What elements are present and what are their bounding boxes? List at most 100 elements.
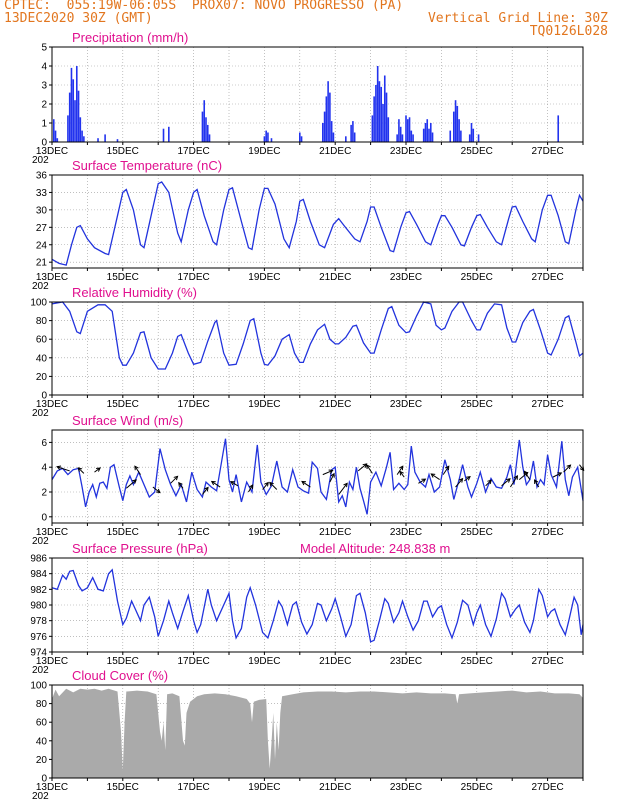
wind-vector: [455, 477, 464, 488]
wind-vector: [338, 482, 348, 495]
precip-bar: [267, 132, 269, 142]
x-tick-label: 17DEC: [177, 399, 209, 410]
x-tick-label: 17DEC: [177, 527, 209, 538]
precip-bar: [206, 124, 209, 142]
y-tick-label: 21: [36, 258, 48, 269]
precip-bar: [67, 115, 69, 142]
precip-bar: [454, 100, 457, 142]
precip-bar: [74, 100, 76, 142]
y-tick-label: 980: [30, 601, 47, 612]
y-tick-label: 60: [36, 718, 48, 729]
panel-temp: 21 24 27 30 33 36 13DEC 15DEC 17DEC 19DEC 21DEC 23D…: [32, 158, 584, 292]
x-tick-label: 19DEC: [248, 146, 280, 157]
title-backdrop: [70, 415, 188, 428]
precip-bar: [468, 134, 471, 142]
x-tick-label: 25DEC: [461, 146, 493, 157]
x-tick-label: 23DEC: [390, 656, 422, 667]
precip-bar: [458, 119, 460, 142]
precip-bar: [449, 130, 452, 142]
y-tick-label: 5: [41, 43, 47, 54]
wind-vector: [552, 472, 563, 478]
panel-title-pres: Surface Pressure (hPa): [72, 541, 208, 556]
x-tick-label: 21DEC: [319, 527, 351, 538]
cloud-cover-area: [52, 688, 583, 778]
x-tick-label: 19DEC: [248, 399, 280, 410]
y-tick-label: 984: [30, 569, 47, 580]
y-tick-label: 0: [41, 391, 47, 402]
precip-bar: [116, 139, 119, 142]
wind-vector: [134, 465, 141, 475]
x-tick-label: 15DEC: [107, 399, 139, 410]
precip-bar: [162, 128, 165, 142]
x-tick-label: 19DEC: [248, 527, 280, 538]
x-year-label: 202: [32, 791, 49, 800]
precip-bar: [168, 126, 170, 142]
precip-bar: [375, 85, 377, 142]
plot-frame: [51, 46, 584, 143]
y-tick-label: 27: [36, 223, 48, 234]
x-tick-label: 21DEC: [319, 399, 351, 410]
precip-bar: [97, 138, 99, 142]
x-tick-label: 27DEC: [531, 399, 563, 410]
wind-vector: [464, 476, 471, 482]
title-backdrop: [70, 543, 212, 556]
wind-vector: [248, 484, 254, 493]
x-tick-label: 19DEC: [248, 272, 280, 283]
precip-bar: [332, 132, 335, 142]
y-tick-label: 986: [30, 554, 47, 565]
precip-bar: [263, 136, 266, 142]
precip-bar: [424, 123, 427, 142]
precip-bar: [380, 86, 383, 142]
plot-frame: [51, 429, 584, 524]
precip-bar: [203, 100, 206, 142]
wind-vector: [442, 465, 450, 475]
wind-vector: [170, 475, 179, 484]
x-tick-label: 23DEC: [390, 272, 422, 283]
y-tick-label: 4: [41, 463, 47, 474]
x-tick-label: 17DEC: [177, 272, 209, 283]
y-tick-label: 1: [41, 119, 47, 130]
panel-title-wind: Surface Wind (m/s): [72, 413, 183, 428]
precip-bar: [452, 111, 455, 142]
wind-vector: [152, 486, 161, 494]
wind-vector: [357, 463, 368, 472]
precip-bar: [412, 134, 414, 142]
wind-vector: [485, 479, 492, 487]
x-tick-label: 23DEC: [390, 146, 422, 157]
precip-bar: [75, 66, 78, 142]
x-tick-label: 25DEC: [461, 782, 493, 793]
title-backdrop: [70, 160, 227, 173]
title-backdrop: [70, 32, 193, 45]
y-tick-label: 24: [36, 240, 48, 251]
x-tick-label: 25DEC: [461, 272, 493, 283]
precip-bar: [300, 136, 303, 142]
wind-vector: [396, 465, 404, 475]
x-tick-label: 21DEC: [319, 272, 351, 283]
model-altitude: Model Altitude: 248.838 m: [300, 541, 450, 556]
y-tick-label: 0: [41, 512, 47, 523]
x-year-label: 202: [32, 281, 49, 292]
panel-precip: 0 1 2 3 4 5 13DEC 15DEC 17DEC 19DEC 21DEC 23DEC 25DE…: [32, 30, 584, 166]
precip-bar: [470, 123, 473, 142]
y-tick-label: 100: [30, 681, 47, 692]
x-tick-label: 21DEC: [319, 146, 351, 157]
header-line1: CPTEC: 055:19W-06:05S PROX07: NOVO PROGR…: [4, 0, 404, 13]
x-tick-label: 17DEC: [177, 656, 209, 667]
panel-title-cloud: Cloud Cover (%): [72, 668, 168, 683]
wind-vector: [56, 465, 70, 472]
x-tick-label: 13DEC: [36, 782, 68, 793]
precip-bar: [299, 132, 301, 142]
x-tick-label: 13DEC: [36, 146, 68, 157]
x-tick-label: 25DEC: [461, 399, 493, 410]
precip-bar: [373, 96, 375, 142]
y-tick-label: 20: [36, 755, 48, 766]
precip-bar: [406, 119, 409, 142]
y-tick-label: 974: [30, 648, 47, 659]
precip-bar: [399, 126, 402, 142]
precip-bar: [77, 90, 80, 142]
x-tick-label: 21DEC: [319, 656, 351, 667]
wind-vector: [534, 479, 540, 488]
x-tick-label: 23DEC: [390, 399, 422, 410]
x-tick-label: 15DEC: [107, 656, 139, 667]
precip-bar: [396, 134, 398, 142]
